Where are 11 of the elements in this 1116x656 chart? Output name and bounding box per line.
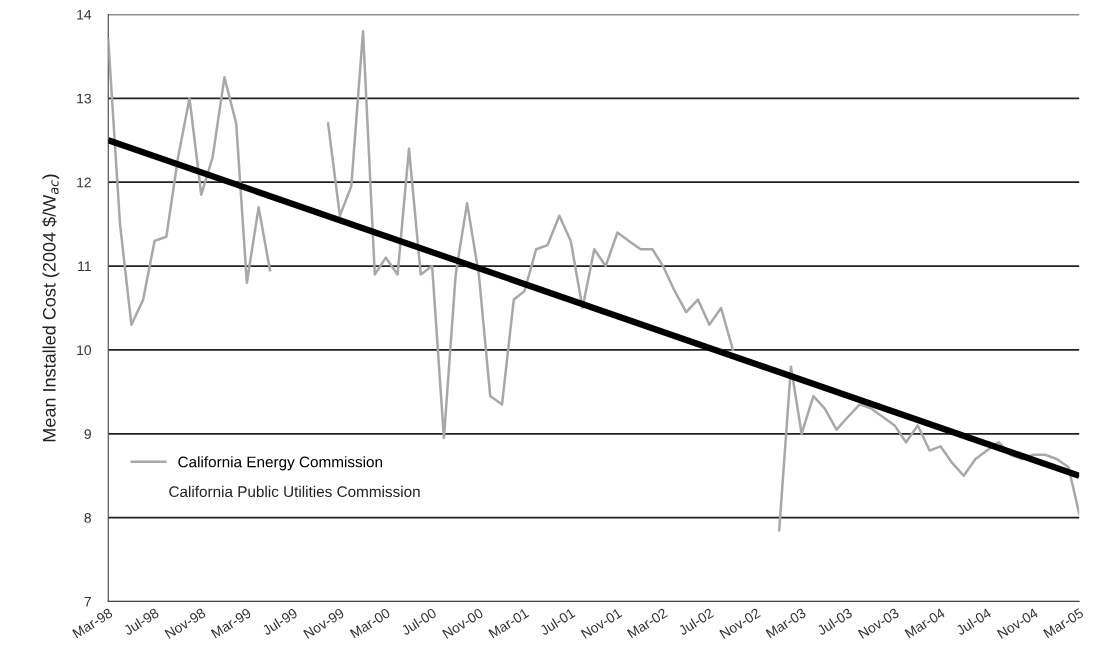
- y-tick-label: 10: [77, 345, 92, 356]
- y-axis-title: Mean Installed Cost (2004 $/W$_{ac}$): [42, 174, 60, 442]
- y-tick-label: 7: [84, 597, 91, 607]
- y-tick-label: 14: [77, 9, 92, 20]
- y-tick-label: 11: [78, 261, 91, 272]
- y-tick-label: 9: [84, 429, 91, 439]
- y-tick-label: 13: [77, 93, 91, 104]
- y-tick-label: 12: [77, 177, 91, 188]
- y-tick-label: 8: [84, 513, 91, 523]
- legend-label: California Energy Commission: [178, 456, 383, 471]
- annotation: California Public Utilities Commission: [169, 485, 420, 498]
